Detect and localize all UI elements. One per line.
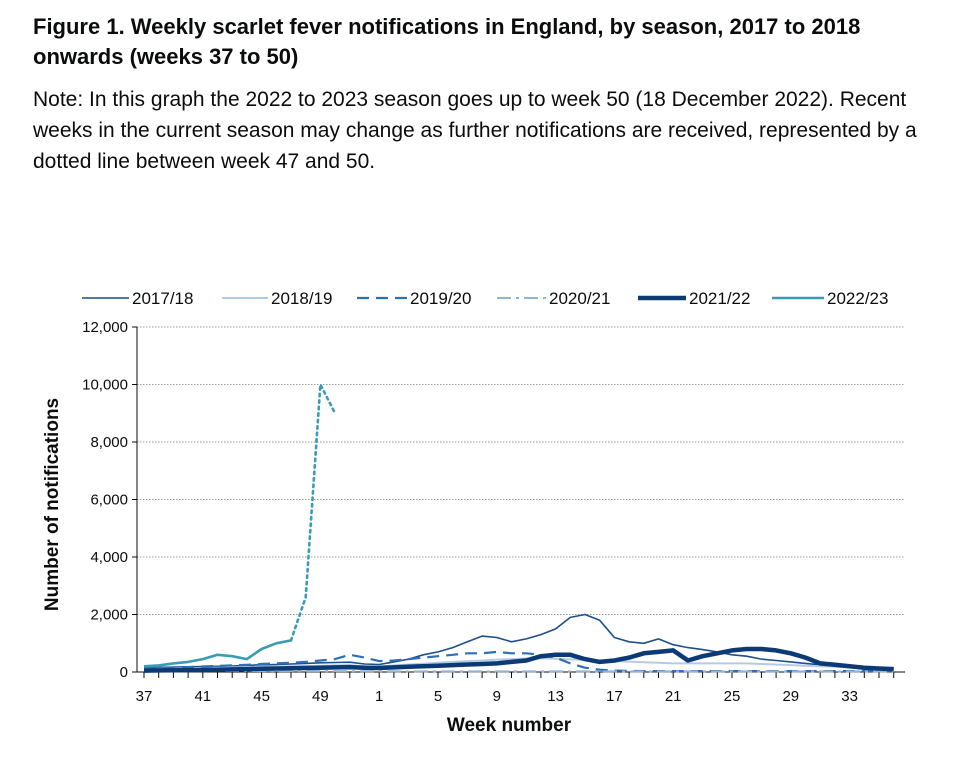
legend-label: 2022/23 bbox=[827, 289, 888, 308]
x-axis-title: Week number bbox=[447, 715, 572, 736]
x-tick-label: 49 bbox=[312, 688, 329, 705]
series-line-2022-23 bbox=[143, 639, 292, 668]
x-tick-label: 33 bbox=[841, 688, 858, 705]
legend-label: 2017/18 bbox=[132, 289, 193, 308]
x-tick-label: 13 bbox=[547, 688, 564, 705]
x-tick-label: 17 bbox=[606, 688, 623, 705]
gridlines bbox=[137, 326, 905, 615]
y-tick-label: 4,000 bbox=[90, 549, 128, 566]
y-tick-label: 8,000 bbox=[90, 434, 128, 451]
x-tick-label: 25 bbox=[724, 688, 741, 705]
y-tick-label: 10,000 bbox=[82, 377, 128, 394]
legend-label: 2021/22 bbox=[689, 289, 750, 308]
legend-label: 2018/19 bbox=[271, 289, 332, 308]
x-tick-label: 29 bbox=[782, 688, 799, 705]
x-tick-label: 1 bbox=[375, 688, 383, 705]
series-line-dotted bbox=[289, 383, 337, 642]
x-tick-label: 45 bbox=[253, 688, 270, 705]
y-tick-label: 6,000 bbox=[90, 492, 128, 509]
axes: 0 2,000 4,000 6,000 8,000 10,000 12,000 37 41 45 4… bbox=[82, 319, 905, 705]
y-tick-label: 0 bbox=[120, 664, 128, 681]
series-lines bbox=[143, 383, 894, 673]
series-line-2020-21 bbox=[143, 669, 894, 673]
x-tick-label: 21 bbox=[665, 688, 682, 705]
y-tick-label: 2,000 bbox=[90, 607, 128, 624]
figure-title: Figure 1. Weekly scarlet fever notificat… bbox=[33, 14, 861, 69]
legend-label: 2020/21 bbox=[549, 289, 610, 308]
legend-label: 2019/20 bbox=[410, 289, 471, 308]
y-tick-label: 12,000 bbox=[82, 319, 128, 336]
legend: 2017/18 2018/19 2019/20 2020/21 2021/22 2022/… bbox=[82, 289, 888, 308]
x-tick-label: 9 bbox=[493, 688, 501, 705]
x-tick-label: 41 bbox=[194, 688, 211, 705]
x-tick-label: 37 bbox=[136, 688, 153, 705]
figure-note: Note: In this graph the 2022 to 2023 sea… bbox=[33, 88, 917, 173]
x-tick-label: 5 bbox=[434, 688, 442, 705]
y-axis-title: Number of notifications bbox=[42, 398, 63, 611]
series-line-2021-22 bbox=[143, 646, 894, 673]
